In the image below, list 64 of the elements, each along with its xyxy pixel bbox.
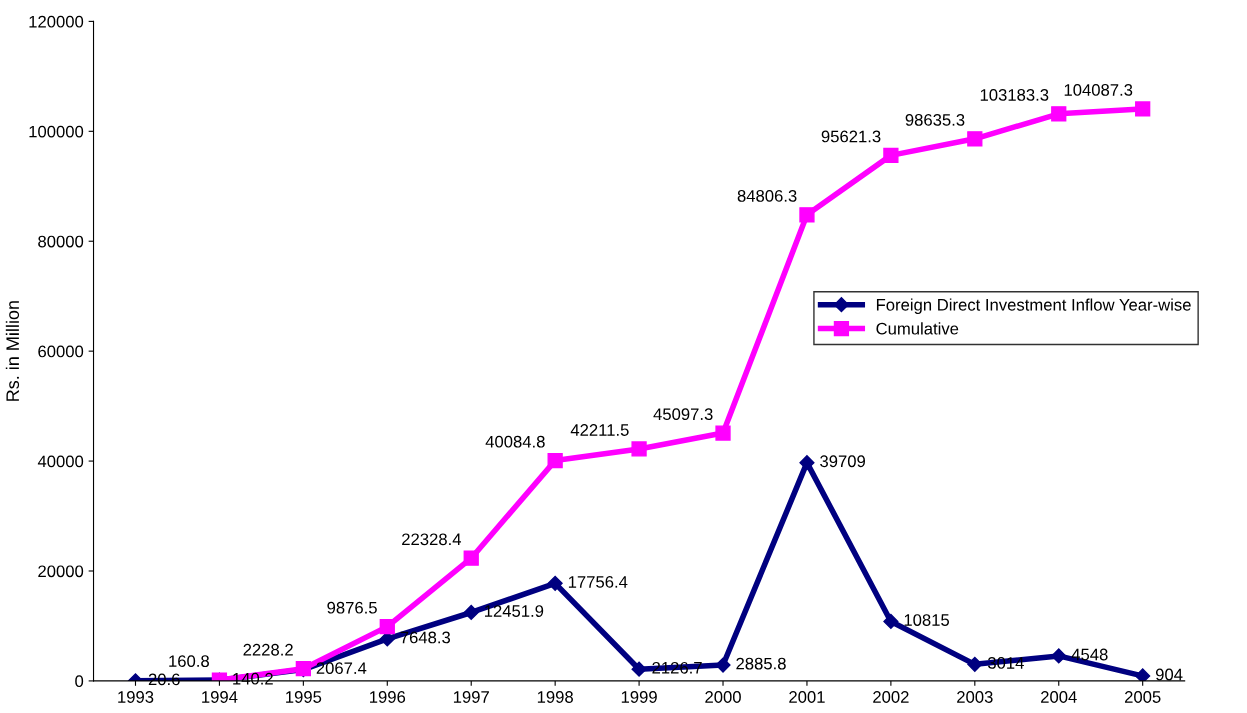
- data-label: 84806.3: [737, 190, 797, 202]
- point: [547, 575, 563, 591]
- point: [631, 661, 647, 677]
- x-tick-label: 2004: [1041, 691, 1077, 703]
- point: [883, 613, 899, 630]
- point: [967, 656, 983, 672]
- x-tick-label: 1995: [286, 691, 322, 703]
- data-label: 2067.4: [316, 662, 367, 675]
- point: [463, 604, 479, 621]
- data-label: 39709: [820, 455, 866, 468]
- legend-label: Cumulative: [876, 322, 959, 335]
- point: [799, 455, 815, 471]
- data-label: 4548: [1071, 648, 1108, 661]
- data-label: 22328.4: [402, 533, 462, 546]
- x-tick-label: 2000: [705, 691, 741, 703]
- data-label: 95621.3: [821, 130, 881, 143]
- y-tick-label: 100000: [29, 125, 84, 138]
- data-label: 7648.3: [400, 631, 451, 644]
- point: [547, 452, 563, 469]
- x-tick-label: 2005: [1124, 691, 1161, 703]
- data-label: 160.8: [169, 655, 209, 668]
- point: [799, 207, 815, 223]
- y-tick-label: 0: [75, 675, 84, 688]
- point: [1051, 648, 1067, 664]
- data-label: 2228.2: [243, 643, 293, 656]
- x-tick-label: 1999: [621, 691, 657, 703]
- data-label: 20.6: [148, 673, 180, 686]
- y-tick-label: 80000: [38, 235, 84, 248]
- data-label: 10815: [904, 614, 950, 626]
- data-label: 40084.8: [485, 435, 545, 448]
- point: [1051, 106, 1067, 122]
- y-tick-label: 120000: [29, 15, 84, 28]
- point: [883, 147, 899, 164]
- data-label: 9876.5: [327, 601, 377, 614]
- point: [967, 131, 983, 147]
- y-tick-label: 20000: [38, 565, 84, 578]
- point: [631, 441, 647, 457]
- data-label: 904: [1155, 668, 1183, 681]
- x-tick-label: 2002: [873, 691, 909, 703]
- point: [715, 425, 731, 441]
- x-tick-label: 2003: [957, 691, 993, 703]
- data-label: 42211.5: [570, 424, 629, 436]
- data-label: 104087.3: [1064, 84, 1133, 96]
- x-tick-label: 1997: [453, 691, 489, 703]
- data-label: 17756.4: [568, 576, 628, 588]
- y-tick-label: 40000: [37, 455, 84, 468]
- point: [1135, 101, 1151, 117]
- legend-label: Foreign Direct Investment Inflow Year-wise: [876, 298, 1191, 315]
- point: [1135, 668, 1151, 681]
- x-tick-label: 1994: [202, 691, 238, 703]
- y-tick-label: 60000: [38, 345, 84, 358]
- data-label: 2885.8: [736, 657, 786, 670]
- y-axis-title: Rs. in Million: [5, 301, 20, 401]
- point: [379, 618, 395, 635]
- x-tick-label: 2001: [789, 691, 825, 703]
- data-label: 103183.3: [980, 89, 1049, 101]
- x-tick-label: 1993: [118, 691, 154, 703]
- data-label: 12451.9: [484, 605, 544, 617]
- data-label: 98635.3: [905, 113, 965, 126]
- x-tick-label: 1996: [370, 691, 406, 703]
- x-tick-label: 1998: [537, 691, 573, 703]
- data-label: 45097.3: [653, 408, 713, 421]
- point: [715, 657, 731, 673]
- point: [463, 550, 479, 566]
